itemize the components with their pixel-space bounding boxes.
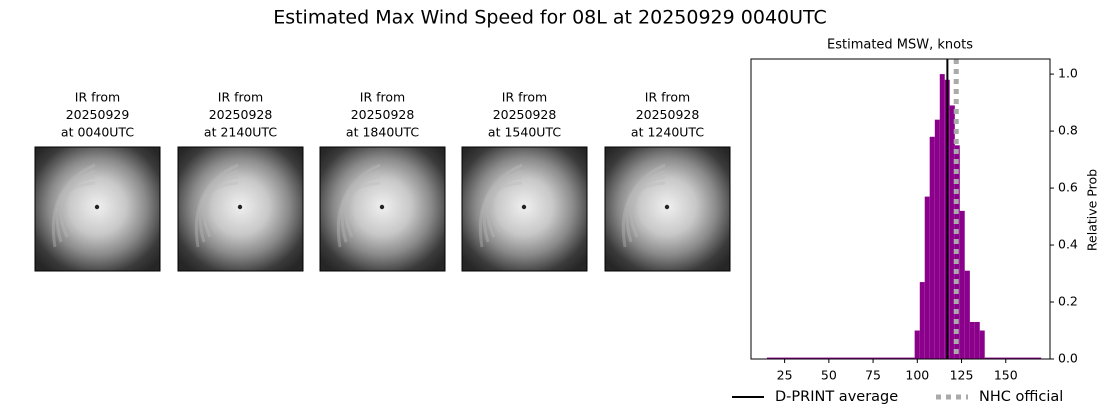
cloud-band bbox=[485, 175, 523, 238]
x-tick-label: 50 bbox=[821, 368, 837, 383]
bar bbox=[929, 136, 935, 359]
panel-title: IR from bbox=[360, 90, 405, 105]
storm-eye bbox=[237, 204, 243, 210]
panel-title: 20250928 bbox=[351, 107, 415, 122]
y-tick-label: 0.6 bbox=[1058, 180, 1078, 195]
bar bbox=[964, 270, 970, 359]
panel-title: IR from bbox=[75, 90, 120, 105]
x-tick-label: 125 bbox=[950, 368, 974, 383]
y-tick-label: 0.4 bbox=[1058, 237, 1078, 252]
bar bbox=[979, 330, 985, 359]
x-tick-label: 100 bbox=[905, 368, 929, 383]
panel-title: IR from bbox=[218, 90, 263, 105]
y-tick-label: 1.0 bbox=[1058, 66, 1078, 81]
panel-title: at 1540UTC bbox=[488, 125, 561, 140]
cloud-band bbox=[58, 175, 96, 238]
legend-label: D-PRINT average bbox=[775, 389, 898, 405]
bar bbox=[949, 105, 955, 359]
cloud-band bbox=[194, 163, 239, 248]
y-tick-label: 0.8 bbox=[1058, 123, 1078, 138]
cloud-band bbox=[204, 181, 239, 233]
bar bbox=[924, 196, 930, 359]
cloud-band bbox=[346, 181, 381, 233]
bar bbox=[934, 119, 940, 359]
bar bbox=[974, 321, 980, 359]
cloud-band bbox=[340, 169, 381, 243]
cloud-band bbox=[628, 175, 666, 238]
x-tick-label: 25 bbox=[777, 368, 793, 383]
y-tick-label: 0.0 bbox=[1058, 351, 1078, 366]
storm-eye bbox=[664, 204, 670, 210]
cloud-band bbox=[343, 175, 381, 238]
cloud-band bbox=[55, 169, 96, 243]
panel-title: at 0040UTC bbox=[61, 125, 134, 140]
cloud-band bbox=[201, 175, 239, 238]
cloud-band bbox=[336, 163, 381, 248]
cloud-band bbox=[488, 181, 523, 233]
page-title: Estimated Max Wind Speed for 08L at 2025… bbox=[273, 7, 827, 29]
storm-eye bbox=[521, 204, 527, 210]
storm-eye bbox=[379, 204, 385, 210]
panel-title: at 2140UTC bbox=[204, 125, 277, 140]
cloud-band bbox=[51, 163, 96, 248]
cloud-band bbox=[61, 181, 96, 233]
storm-eye bbox=[94, 204, 100, 210]
y-axis-label: Relative Prob bbox=[1085, 169, 1100, 251]
x-tick-label: 75 bbox=[865, 368, 881, 383]
y-tick-label: 0.2 bbox=[1058, 294, 1078, 309]
bar bbox=[766, 357, 915, 359]
chart-title: Estimated MSW, knots bbox=[827, 38, 973, 53]
cloud-band bbox=[198, 169, 239, 243]
x-tick-label: 150 bbox=[994, 368, 1018, 383]
bar bbox=[969, 321, 975, 359]
ir-panels: IR from 20250929 at 0040UTC IR from 20250928… bbox=[34, 90, 731, 272]
bar bbox=[939, 74, 945, 359]
bar bbox=[919, 282, 925, 359]
cloud-band bbox=[625, 169, 666, 243]
bar bbox=[914, 330, 920, 359]
legend-label: NHC official bbox=[979, 389, 1063, 405]
plot: D-PRINT average NHC official 25 50 75 100 125 1… bbox=[732, 58, 1078, 405]
panel-title: IR from bbox=[645, 90, 690, 105]
panel-title: at 1240UTC bbox=[631, 125, 704, 140]
plot-frame bbox=[750, 58, 1051, 360]
panel-title: 20250928 bbox=[493, 107, 557, 122]
cloud-band bbox=[621, 163, 666, 248]
panel-title: 20250928 bbox=[636, 107, 700, 122]
bar bbox=[959, 210, 965, 359]
cloud-band bbox=[478, 163, 523, 248]
panel-title: at 1840UTC bbox=[346, 125, 419, 140]
cloud-band bbox=[631, 181, 666, 233]
cloud-band bbox=[482, 169, 523, 243]
panel-title: 20250929 bbox=[66, 107, 130, 122]
panel-title: 20250928 bbox=[209, 107, 273, 122]
panel-title: IR from bbox=[502, 90, 547, 105]
bar bbox=[984, 357, 1042, 359]
